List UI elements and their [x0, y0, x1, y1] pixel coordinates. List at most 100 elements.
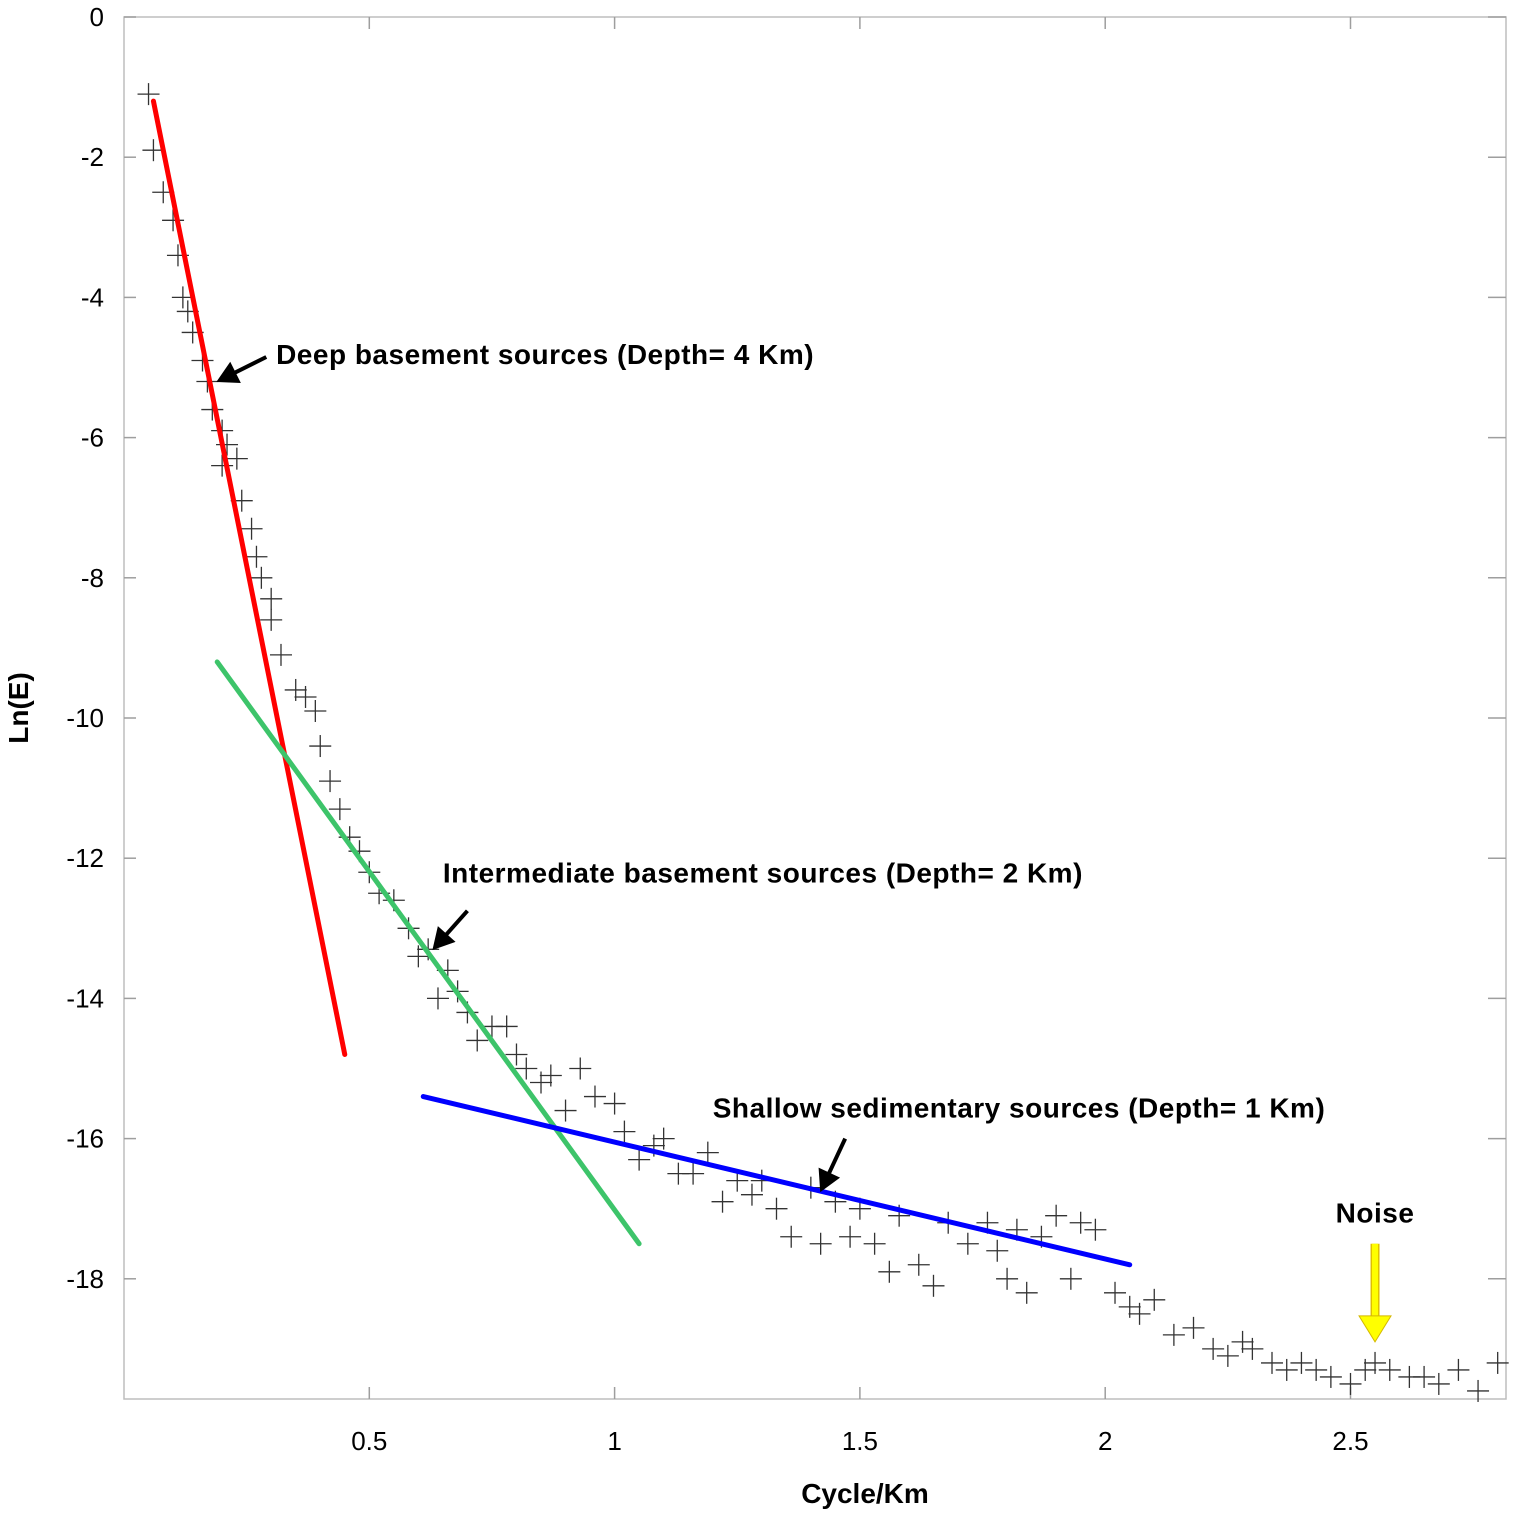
y-tick-label: -4	[81, 282, 104, 312]
x-tick-label: 1.5	[842, 1426, 878, 1456]
data-point	[269, 643, 292, 666]
data-point	[1290, 1351, 1313, 1374]
data-point	[1275, 1358, 1298, 1381]
data-point	[1305, 1358, 1328, 1381]
annotation-arrow	[827, 1137, 847, 1174]
data-point	[986, 1239, 1009, 1262]
data-point	[171, 286, 194, 309]
data-point	[225, 447, 248, 470]
data-point	[1231, 1330, 1254, 1353]
data-point	[711, 1190, 734, 1213]
data-point	[922, 1274, 945, 1297]
annotation-arrowhead	[818, 1167, 841, 1193]
data-point	[1261, 1351, 1284, 1374]
data-point	[539, 1064, 562, 1087]
y-tick-label: -18	[66, 1264, 104, 1294]
data-point	[1216, 1344, 1239, 1367]
data-point	[1364, 1351, 1387, 1374]
data-point	[554, 1099, 577, 1122]
x-axis-title: Cycle/Km	[801, 1478, 929, 1509]
data-point	[1162, 1323, 1185, 1346]
data-point	[740, 1183, 763, 1206]
x-tick-label: 1	[607, 1426, 621, 1456]
data-point	[137, 83, 160, 106]
data-point	[956, 1232, 979, 1255]
data-point	[250, 566, 273, 589]
x-tick-label: 2	[1098, 1426, 1112, 1456]
y-tick-label: -14	[66, 983, 104, 1013]
annotation-arrowhead	[1358, 1315, 1392, 1343]
data-point	[863, 1232, 886, 1255]
data-point	[878, 1260, 901, 1283]
data-point	[260, 587, 283, 610]
annotation-label: Deep basement sources (Depth= 4 Km)	[276, 339, 814, 370]
data-point	[1084, 1218, 1107, 1241]
data-point	[1059, 1267, 1082, 1290]
y-tick-label: -2	[81, 142, 104, 172]
fit-lines	[150, 98, 1133, 1268]
data-point	[1015, 1281, 1038, 1304]
data-point	[216, 433, 239, 456]
data-point	[1378, 1358, 1401, 1381]
x-tick-label: 0.5	[351, 1426, 387, 1456]
data-point	[1354, 1358, 1377, 1381]
data-point	[1104, 1281, 1127, 1304]
data-point	[628, 1148, 651, 1171]
annotation-arrow	[444, 909, 469, 936]
data-point	[1128, 1302, 1151, 1325]
data-point	[495, 1015, 518, 1038]
data-point	[304, 699, 327, 722]
data-point	[765, 1197, 788, 1220]
data-point	[211, 454, 234, 477]
x-axis: 0.5 1 1.5 2 2.5	[351, 17, 1369, 1456]
data-point	[613, 1120, 636, 1143]
annotation-arrow	[234, 355, 268, 375]
data-point	[1467, 1379, 1490, 1402]
data-point	[583, 1085, 606, 1108]
y-tick-label: -16	[66, 1124, 104, 1154]
y-tick-label: -6	[81, 423, 104, 453]
plot-frame	[123, 16, 1507, 1400]
data-point	[1202, 1337, 1225, 1360]
annotations: Deep basement sources (Depth= 4 Km) Inter…	[216, 339, 1415, 1343]
annotation-arrowhead	[432, 926, 456, 951]
data-point	[260, 608, 283, 631]
annotation-arrowhead	[216, 361, 241, 383]
data-point	[284, 678, 307, 701]
annotation-label: Noise	[1336, 1198, 1415, 1229]
fit-line	[214, 659, 642, 1247]
data-point	[466, 1029, 489, 1052]
y-tick-label: -8	[81, 563, 104, 593]
annotation-label: Intermediate basement sources (Depth= 2 …	[443, 858, 1083, 889]
data-point	[309, 735, 332, 758]
data-point	[1339, 1372, 1362, 1395]
data-point	[505, 1043, 528, 1066]
data-point	[907, 1253, 930, 1276]
data-point	[1182, 1316, 1205, 1339]
data-point	[162, 209, 185, 232]
annotation-label: Shallow sedimentary sources (Depth= 1 Km…	[713, 1093, 1326, 1124]
y-tick-label: -12	[66, 843, 104, 873]
data-point	[839, 1225, 862, 1248]
data-point	[1045, 1204, 1068, 1227]
data-point	[780, 1225, 803, 1248]
fit-line	[150, 98, 348, 1057]
data-point	[996, 1267, 1019, 1290]
y-tick-label: 0	[90, 2, 104, 32]
data-point	[696, 1141, 719, 1164]
data-point	[319, 770, 342, 793]
y-axis-title: Ln(E)	[3, 672, 34, 744]
data-point	[1241, 1337, 1264, 1360]
data-point	[1486, 1351, 1509, 1374]
data-points	[137, 83, 1509, 1402]
data-point	[1319, 1365, 1342, 1388]
data-point	[245, 545, 268, 568]
data-point	[1447, 1358, 1470, 1381]
data-point	[294, 685, 317, 708]
data-point	[328, 798, 351, 821]
data-point	[240, 517, 263, 540]
data-point	[652, 1127, 675, 1150]
data-point	[1413, 1365, 1436, 1388]
data-point	[1143, 1288, 1166, 1311]
